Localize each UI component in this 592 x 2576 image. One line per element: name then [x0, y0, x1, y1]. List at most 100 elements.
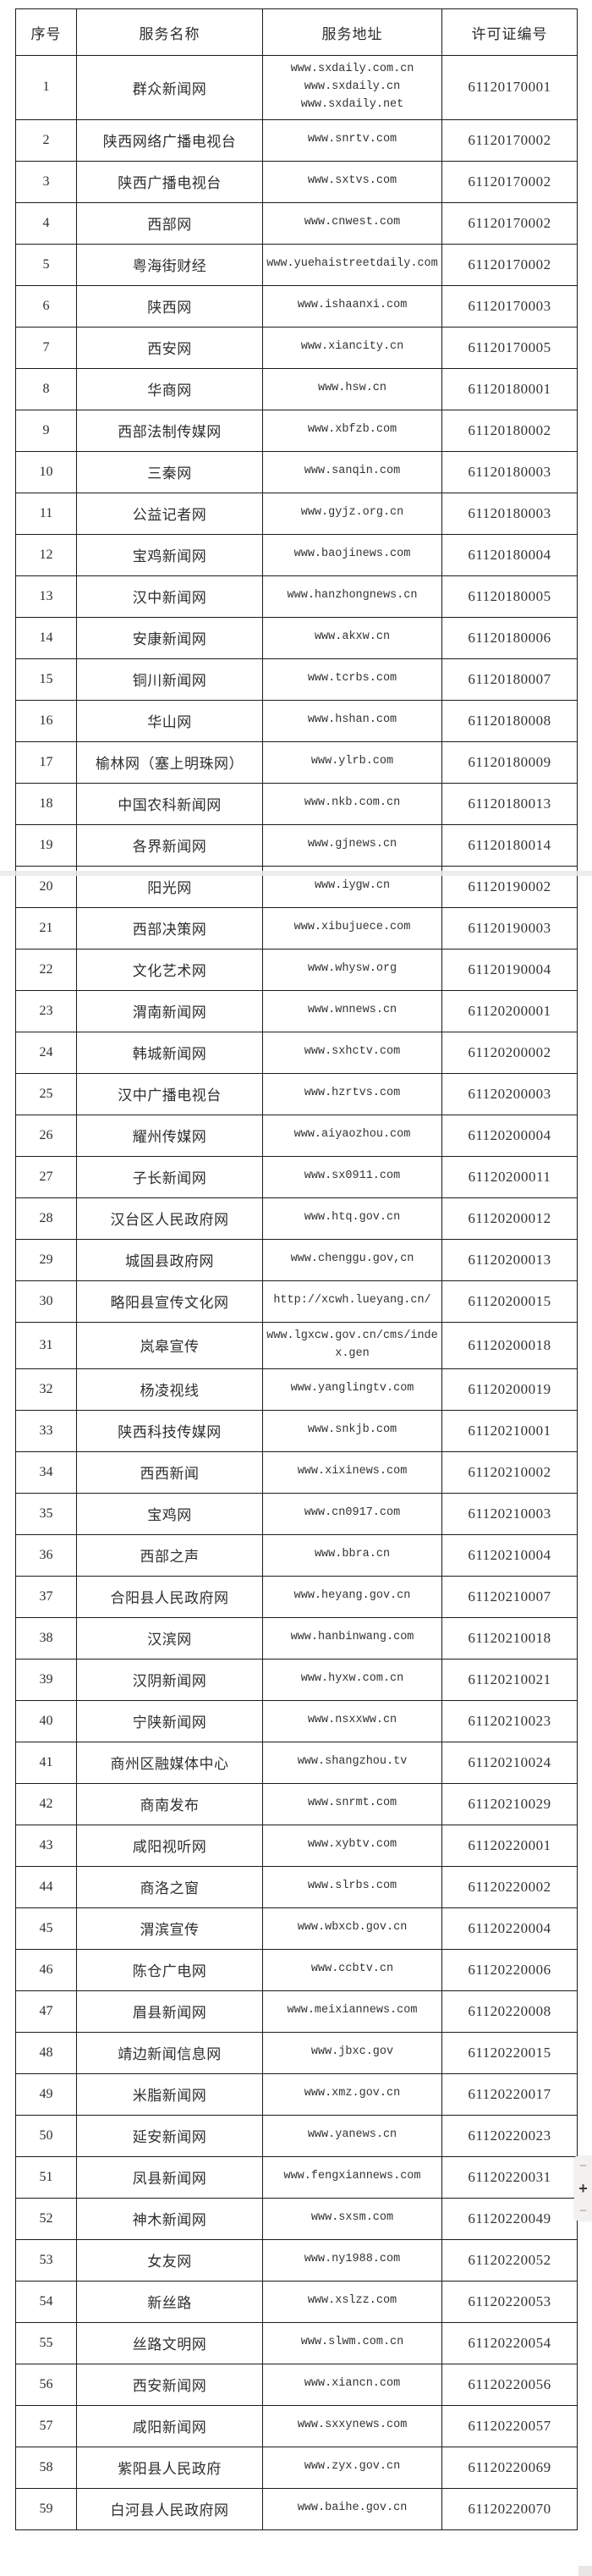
zoom-out-icon[interactable]: − — [579, 2204, 587, 2218]
table-row: 13 汉中新闻网 www.hanzhongnews.cn 61120180005 — [15, 575, 578, 618]
table-row: 27 子长新闻网 www.sx0911.com 61120200011 — [15, 1155, 578, 1198]
service-address-cell: www.sxtvs.com — [262, 160, 442, 203]
service-url: www.slrbs.com — [307, 1880, 397, 1893]
service-url: www.nkb.com.cn — [304, 796, 401, 810]
service-url: www.snrtv.com — [307, 133, 397, 146]
service-name-cell: 粤海街财经 — [76, 243, 263, 286]
serial-cell: 19 — [15, 823, 77, 867]
table-row: 59 白河县人民政府网 www.baihe.gov.cn 61120220070 — [15, 2487, 578, 2530]
service-address-cell: www.nkb.com.cn — [262, 782, 442, 825]
service-address-cell: www.snrmt.com — [262, 1782, 442, 1825]
license-number-cell: 61120210029 — [441, 1782, 578, 1825]
service-url: www.xbfzb.com — [307, 423, 397, 437]
service-url: www.gyjz.org.cn — [300, 506, 404, 520]
service-address-cell: www.sxxynews.com — [262, 2404, 442, 2447]
service-address-cell: www.slwm.com.cn — [262, 2321, 442, 2364]
service-name-cell: 宁陕新闻网 — [76, 1699, 263, 1742]
serial-cell: 8 — [15, 367, 77, 410]
service-name-cell: 新丝路 — [76, 2280, 263, 2323]
table-row: 52 神木新闻网 www.sxsm.com 61120220049 — [15, 2197, 578, 2240]
license-number-cell: 61120180013 — [441, 782, 578, 825]
service-name-cell: 凤县新闻网 — [76, 2155, 263, 2199]
zoom-control[interactable]: − + − — [574, 2156, 592, 2221]
serial-cell: 9 — [15, 409, 77, 452]
table-row: 16 华山网 www.hshan.com 61120180008 — [15, 699, 578, 742]
service-name-cell: 汉阴新闻网 — [76, 1658, 263, 1701]
service-url: www.xixinews.com — [297, 1465, 408, 1478]
service-address-cell: www.yanews.cn — [262, 2114, 442, 2157]
license-number-cell: 61120220017 — [441, 2072, 578, 2116]
service-name-cell: 耀州传媒网 — [76, 1114, 263, 1157]
service-url: www.hanbinwang.com — [290, 1631, 414, 1644]
license-number-cell: 61120200001 — [441, 989, 578, 1032]
service-url: www.slwm.com.cn — [300, 2336, 404, 2349]
serial-cell: 20 — [15, 865, 77, 908]
serial-cell: 11 — [15, 492, 77, 535]
service-url: www.wbxcb.gov.cn — [297, 1921, 408, 1935]
service-address-cell: www.hsw.cn — [262, 367, 442, 410]
table-row: 41 商州区融媒体中心 www.shangzhou.tv 61120210024 — [15, 1741, 578, 1784]
table-row: 23 渭南新闻网 www.wnnews.cn 61120200001 — [15, 989, 578, 1032]
service-address-cell: www.xiancn.com — [262, 2363, 442, 2406]
serial-cell: 52 — [15, 2197, 77, 2240]
service-name-cell: 咸阳新闻网 — [76, 2404, 263, 2447]
table-row: 42 商南发布 www.snrmt.com 61120210029 — [15, 1782, 578, 1825]
license-number-cell: 61120190002 — [441, 865, 578, 908]
service-url: www.snkjb.com — [307, 1423, 397, 1437]
service-address-cell: www.xiancity.cn — [262, 326, 442, 369]
license-number-cell: 61120200015 — [441, 1280, 578, 1323]
license-number-cell: 61120180003 — [441, 492, 578, 535]
table-row: 54 新丝路 www.xslzz.com 61120220053 — [15, 2280, 578, 2323]
license-number-cell: 61120220031 — [441, 2155, 578, 2199]
service-url: www.chenggu.gov,cn — [290, 1252, 414, 1266]
table-row: 6 陕西网 www.ishaanxi.com 61120170003 — [15, 284, 578, 328]
service-url: www.heyang.gov.cn — [293, 1589, 411, 1603]
service-address-cell: www.whysw.org — [262, 948, 442, 991]
service-url: www.baihe.gov.cn — [297, 2502, 408, 2515]
service-address-cell: www.akxw.cn — [262, 616, 442, 659]
table-row: 9 西部法制传媒网 www.xbfzb.com 61120180002 — [15, 409, 578, 452]
license-number-cell: 61120220023 — [441, 2114, 578, 2157]
service-name-cell: 咸阳视听网 — [76, 1824, 263, 1867]
table-row: 48 靖边新闻信息网 www.jbxc.gov 61120220015 — [15, 2031, 578, 2074]
license-number-cell: 61120220015 — [441, 2031, 578, 2074]
table-row: 51 凤县新闻网 www.fengxiannews.com 6112022003… — [15, 2155, 578, 2199]
serial-cell: 31 — [15, 1321, 77, 1369]
scrollbar-corner — [578, 2566, 592, 2576]
service-address-cell: www.cnwest.com — [262, 201, 442, 245]
table-row: 46 陈仓广电网 www.ccbtv.cn 61120220006 — [15, 1948, 578, 1991]
service-name-cell: 公益记者网 — [76, 492, 263, 535]
serial-cell: 7 — [15, 326, 77, 369]
service-url: http://xcwh.lueyang.cn/ — [273, 1294, 431, 1307]
service-url: www.meixiannews.com — [287, 2004, 418, 2017]
service-name-cell: 阳光网 — [76, 865, 263, 908]
zoom-out-icon[interactable]: − — [579, 2159, 587, 2173]
serial-cell: 10 — [15, 450, 77, 493]
service-name-cell: 西西新闻 — [76, 1450, 263, 1494]
table-row: 55 丝路文明网 www.slwm.com.cn 61120220054 — [15, 2321, 578, 2364]
serial-cell: 42 — [15, 1782, 77, 1825]
license-number-cell: 61120180001 — [441, 367, 578, 410]
serial-cell: 6 — [15, 284, 77, 328]
table-row: 49 米脂新闻网 www.xmz.gov.cn 61120220017 — [15, 2072, 578, 2116]
service-name-cell: 杨凌视线 — [76, 1368, 263, 1411]
service-url: www.hyxw.com.cn — [300, 1672, 404, 1686]
service-url: www.baojinews.com — [293, 548, 411, 561]
service-address-cell: www.fengxiannews.com — [262, 2155, 442, 2199]
service-address-cell: www.shangzhou.tv — [262, 1741, 442, 1784]
serial-cell: 5 — [15, 243, 77, 286]
service-address-cell: www.sxdaily.com.cn www.sxdaily.cn www.sxda… — [262, 55, 442, 120]
zoom-in-icon[interactable]: + — [578, 2180, 588, 2197]
serial-cell: 56 — [15, 2363, 77, 2406]
service-url: www.sanqin.com — [304, 465, 401, 478]
serial-cell: 24 — [15, 1031, 77, 1074]
serial-cell: 36 — [15, 1533, 77, 1577]
table-row: 33 陕西科技传媒网 www.snkjb.com 61120210001 — [15, 1409, 578, 1452]
service-name-cell: 群众新闻网 — [76, 55, 263, 120]
service-url: www.jbxc.gov — [310, 2045, 394, 2059]
service-address-cell: www.sxsm.com — [262, 2197, 442, 2240]
service-name-cell: 华商网 — [76, 367, 263, 410]
table-row: 21 西部决策网 www.xibujuece.com 61120190003 — [15, 906, 578, 949]
license-number-cell: 61120180003 — [441, 450, 578, 493]
serial-cell: 18 — [15, 782, 77, 825]
